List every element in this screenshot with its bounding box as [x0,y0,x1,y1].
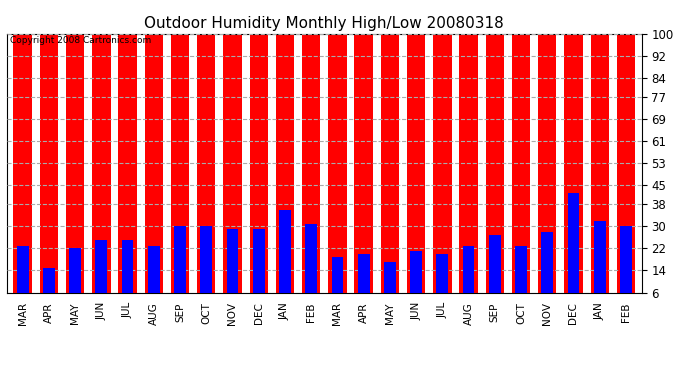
Bar [95,240,107,292]
Bar [411,251,422,292]
Bar [200,226,212,292]
Bar [486,17,504,292]
Bar [515,246,527,292]
Bar [92,17,110,292]
Bar [568,194,580,292]
Bar [69,249,81,292]
Bar [17,246,28,292]
Bar [43,268,55,292]
Bar [171,17,189,292]
Bar [591,17,609,292]
Title: Outdoor Humidity Monthly High/Low 20080318: Outdoor Humidity Monthly High/Low 200803… [144,16,504,31]
Bar [276,17,294,292]
Bar [253,229,265,292]
Bar [197,17,215,292]
Bar [357,254,370,292]
Bar [302,17,320,292]
Bar [564,17,582,292]
Bar [14,17,32,292]
Bar [148,246,159,292]
Bar [489,235,501,292]
Bar [384,262,396,292]
Bar [620,226,632,292]
Bar [542,232,553,292]
Bar [226,229,238,292]
Bar [463,246,475,292]
Bar [355,17,373,292]
Bar [145,17,163,292]
Bar [433,17,451,292]
Bar [328,17,346,292]
Bar [381,17,399,292]
Bar [437,254,448,292]
Bar [331,257,344,292]
Bar [460,17,477,292]
Bar [538,17,556,292]
Bar [174,226,186,292]
Bar [512,17,530,292]
Bar [40,17,58,292]
Bar [250,17,268,292]
Bar [617,17,635,292]
Text: Copyright 2008 Cartronics.com: Copyright 2008 Cartronics.com [10,36,151,45]
Bar [66,17,84,292]
Bar [119,17,137,292]
Bar [224,17,241,292]
Bar [279,210,291,292]
Bar [305,224,317,292]
Bar [407,17,425,292]
Bar [121,240,133,292]
Bar [594,221,606,292]
